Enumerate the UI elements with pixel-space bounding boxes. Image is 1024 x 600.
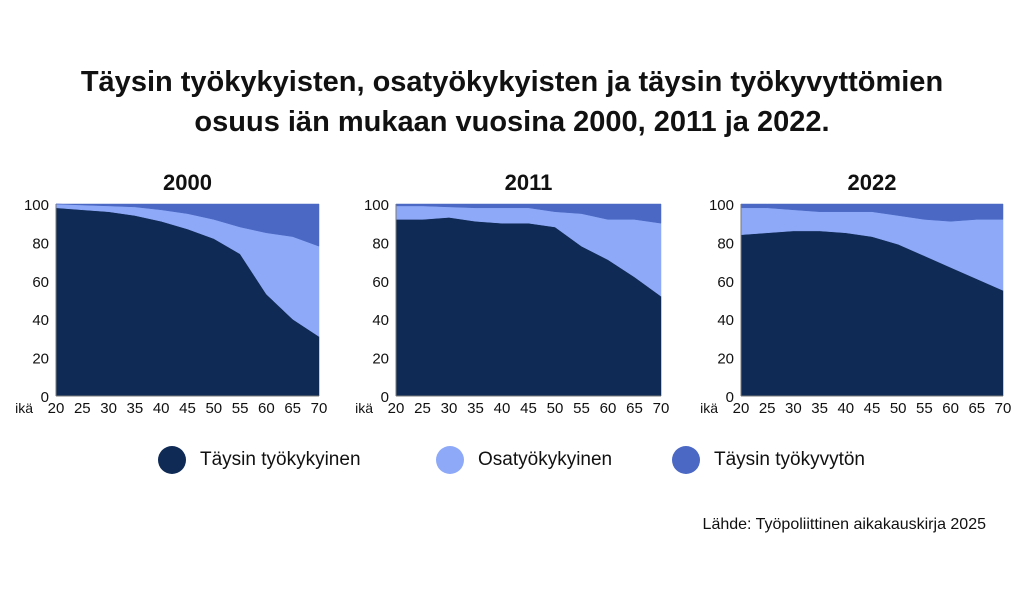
x-tick-label-2000-65: 65 <box>284 400 301 417</box>
chart-title: Täysin työkykyisten, osatyökykyisten ja … <box>0 62 1024 142</box>
y-tick-label-2022-60: 60 <box>717 274 734 291</box>
x-tick-label-2022-55: 55 <box>916 400 933 417</box>
y-tick-label-2022-20: 20 <box>717 351 734 368</box>
y-tick-label-2022-100: 100 <box>709 197 734 214</box>
y-tick-label-2000-100: 100 <box>24 197 49 214</box>
legend-label-osatyokykyinen: Osatyökykyinen <box>478 449 613 470</box>
legend-item-tyokyvyton: Täysin työkyvytön <box>672 446 865 474</box>
panel-title-2011: 2011 <box>505 170 553 195</box>
x-tick-label-2022-45: 45 <box>864 400 881 417</box>
x-tick-label-2022-40: 40 <box>837 400 854 417</box>
x-tick-label-2011-45: 45 <box>520 400 537 417</box>
legend-swatch-tyokyvyton <box>672 446 700 474</box>
y-tick-label-2000-60: 60 <box>32 274 49 291</box>
source-note: Lähde: Työpoliittinen aikakauskirja 2025 <box>702 516 986 533</box>
panel-title-2000: 2000 <box>163 170 212 195</box>
x-axis-label-2022: ikä <box>700 400 718 416</box>
legend-swatch-tyokykyinen <box>158 446 186 474</box>
y-tick-label-2000-40: 40 <box>32 312 49 329</box>
x-tick-label-2022-35: 35 <box>811 400 828 417</box>
x-tick-label-2000-25: 25 <box>74 400 91 417</box>
x-tick-label-2011-35: 35 <box>467 400 484 417</box>
y-tick-label-2000-80: 80 <box>32 235 49 252</box>
y-tick-label-2022-40: 40 <box>717 312 734 329</box>
y-tick-label-2011-0: 0 <box>381 389 389 406</box>
x-tick-label-2000-70: 70 <box>311 400 328 417</box>
area-2022-tyokyvyton <box>740 203 1004 222</box>
x-tick-label-2022-25: 25 <box>759 400 776 417</box>
x-tick-label-2011-30: 30 <box>441 400 458 417</box>
y-tick-label-2011-60: 60 <box>372 274 389 291</box>
chart-title-line-2: osuus iän mukaan vuosina 2000, 2011 ja 2… <box>194 106 830 138</box>
x-tick-label-2000-55: 55 <box>232 400 249 417</box>
x-tick-label-2000-40: 40 <box>153 400 170 417</box>
legend-item-tyokykyinen: Täysin työkykyinen <box>158 446 361 474</box>
x-tick-label-2000-30: 30 <box>100 400 117 417</box>
y-tick-label-2022-0: 0 <box>726 389 734 406</box>
x-tick-label-2022-65: 65 <box>968 400 985 417</box>
x-tick-label-2000-50: 50 <box>205 400 222 417</box>
x-tick-label-2011-70: 70 <box>653 400 670 417</box>
x-tick-label-2011-40: 40 <box>494 400 511 417</box>
legend-label-tyokykyinen: Täysin työkykyinen <box>200 449 361 470</box>
chart-title-line-1: Täysin työkykyisten, osatyökykyisten ja … <box>80 66 944 98</box>
x-tick-label-2022-50: 50 <box>890 400 907 417</box>
x-tick-label-2000-35: 35 <box>127 400 144 417</box>
x-axis-label-2011: ikä <box>355 400 373 416</box>
x-tick-label-2022-20: 20 <box>733 400 750 417</box>
y-tick-label-2011-40: 40 <box>372 312 389 329</box>
panel-title-2022: 2022 <box>848 170 897 195</box>
x-tick-label-2011-65: 65 <box>626 400 643 417</box>
y-tick-label-2011-20: 20 <box>372 351 389 368</box>
x-tick-label-2000-20: 20 <box>48 400 65 417</box>
x-axis-label-2000: ikä <box>15 400 33 416</box>
x-tick-label-2022-30: 30 <box>785 400 802 417</box>
x-tick-label-2011-60: 60 <box>600 400 617 417</box>
legend: Täysin työkykyinen Osatyökykyinen Täysin… <box>0 446 1024 486</box>
area-2011-tyokyvyton <box>395 203 662 224</box>
legend-swatch-osatyokykyinen <box>436 446 464 474</box>
x-tick-label-2000-60: 60 <box>258 400 275 417</box>
x-tick-label-2011-55: 55 <box>573 400 590 417</box>
x-tick-label-2011-50: 50 <box>547 400 564 417</box>
x-tick-label-2022-60: 60 <box>942 400 959 417</box>
x-tick-label-2022-70: 70 <box>995 400 1012 417</box>
area-2000-tyokyvyton <box>55 203 320 247</box>
x-tick-label-2011-25: 25 <box>414 400 431 417</box>
y-tick-label-2000-0: 0 <box>41 389 49 406</box>
y-tick-label-2011-80: 80 <box>372 235 389 252</box>
x-tick-label-2000-45: 45 <box>179 400 196 417</box>
x-tick-label-2011-20: 20 <box>388 400 405 417</box>
legend-label-tyokyvyton: Täysin työkyvytön <box>714 449 865 470</box>
y-tick-label-2022-80: 80 <box>717 235 734 252</box>
y-tick-label-2000-20: 20 <box>32 351 49 368</box>
legend-item-osatyokykyinen: Osatyökykyinen <box>436 446 612 474</box>
y-tick-label-2011-100: 100 <box>364 197 389 214</box>
